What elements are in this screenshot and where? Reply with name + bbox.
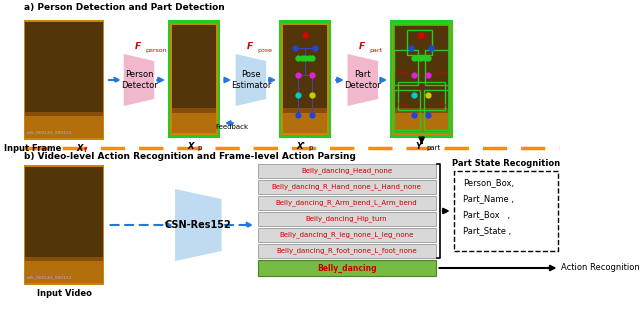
Text: F: F <box>134 42 141 51</box>
Text: Person_Box,: Person_Box, <box>463 178 514 187</box>
Text: Belly_dancing_R_leg_none_L_leg_none: Belly_dancing_R_leg_none_L_leg_none <box>280 232 414 238</box>
Text: part: part <box>426 145 440 151</box>
Bar <box>394 108 449 133</box>
Text: F: F <box>358 42 364 51</box>
Text: Belly_dancing_R_foot_none_L_foot_none: Belly_dancing_R_foot_none_L_foot_none <box>276 248 417 255</box>
Text: Part_Name ,: Part_Name , <box>463 194 514 203</box>
Text: s35_000143_000153: s35_000143_000153 <box>27 275 72 279</box>
Bar <box>426 50 449 85</box>
Text: Belly_dancing: Belly_dancing <box>317 264 376 272</box>
Bar <box>279 20 332 138</box>
Text: F: F <box>246 42 253 51</box>
Text: Action Recognition: Action Recognition <box>561 264 640 272</box>
Text: b) Video-level Action Recognition and Frame-level Action Parsing: b) Video-level Action Recognition and Fr… <box>24 152 356 161</box>
Bar <box>392 23 451 135</box>
Text: Belly_dancing_R_Hand_none_L_Hand_none: Belly_dancing_R_Hand_none_L_Hand_none <box>272 184 422 190</box>
Bar <box>398 82 445 110</box>
Bar <box>283 108 327 133</box>
Text: s35_000143_000153: s35_000143_000153 <box>27 130 72 134</box>
Text: Input Frame: Input Frame <box>4 144 64 153</box>
Text: R_leg: R_leg <box>397 103 407 107</box>
Bar <box>454 171 557 251</box>
Bar <box>26 167 102 261</box>
Text: R_Arm: R_Arm <box>397 70 410 74</box>
Bar <box>282 23 329 135</box>
Bar <box>424 90 449 130</box>
Polygon shape <box>175 189 221 261</box>
Text: CSN-Res152: CSN-Res152 <box>165 220 232 230</box>
Text: p: p <box>308 145 313 151</box>
Bar <box>24 20 104 140</box>
Bar <box>172 25 216 113</box>
Bar <box>283 25 327 113</box>
Bar <box>170 23 218 135</box>
Polygon shape <box>236 54 266 106</box>
Text: Pose
Estimator: Pose Estimator <box>230 70 271 90</box>
Text: p: p <box>198 145 202 151</box>
Text: Belly_dancing_Hip_turn: Belly_dancing_Hip_turn <box>306 216 387 222</box>
Text: Belly_dancing_R_Arm_bend_L_Arm_bend: Belly_dancing_R_Arm_bend_L_Arm_bend <box>276 200 417 206</box>
Text: Person
Detector: Person Detector <box>120 70 157 90</box>
Bar <box>26 257 102 283</box>
Text: f: f <box>84 147 88 153</box>
Bar <box>258 228 436 242</box>
Polygon shape <box>348 54 378 106</box>
Bar <box>258 196 436 210</box>
Text: Part
Detector: Part Detector <box>344 70 381 90</box>
Bar <box>258 260 436 276</box>
Text: Belly_dancing_Head_none: Belly_dancing_Head_none <box>301 168 392 174</box>
Bar <box>258 212 436 226</box>
Text: L_leg: L_leg <box>436 103 447 107</box>
Text: X': X' <box>296 142 305 151</box>
Polygon shape <box>124 54 154 106</box>
Text: L_Arm: L_Arm <box>435 70 447 74</box>
Text: Part_State ,: Part_State , <box>463 226 511 235</box>
Text: person: person <box>146 48 168 53</box>
Bar <box>394 25 449 133</box>
Text: Y: Y <box>415 142 422 151</box>
Bar <box>26 22 102 116</box>
Text: part: part <box>369 48 383 53</box>
Text: Feedback: Feedback <box>216 124 249 130</box>
Bar <box>258 164 436 178</box>
Text: X: X <box>188 142 194 151</box>
Text: Hip: Hip <box>418 88 424 92</box>
Text: Input Video: Input Video <box>36 289 92 298</box>
Text: Part State Recognition: Part State Recognition <box>452 159 560 168</box>
Text: a) Person Detection and Part Detection: a) Person Detection and Part Detection <box>24 3 225 12</box>
Bar <box>390 20 454 138</box>
Bar <box>258 244 436 258</box>
Bar <box>394 25 449 113</box>
Bar <box>24 165 104 285</box>
Bar <box>407 30 432 55</box>
Bar <box>394 50 418 85</box>
Bar <box>26 112 102 138</box>
Bar <box>258 180 436 194</box>
Text: Part_Box   ,: Part_Box , <box>463 210 510 219</box>
Text: X: X <box>76 144 83 153</box>
Bar <box>168 20 220 138</box>
Bar <box>394 90 420 130</box>
Text: Head: Head <box>416 36 426 40</box>
Text: pose: pose <box>258 48 273 53</box>
Bar <box>172 108 216 133</box>
